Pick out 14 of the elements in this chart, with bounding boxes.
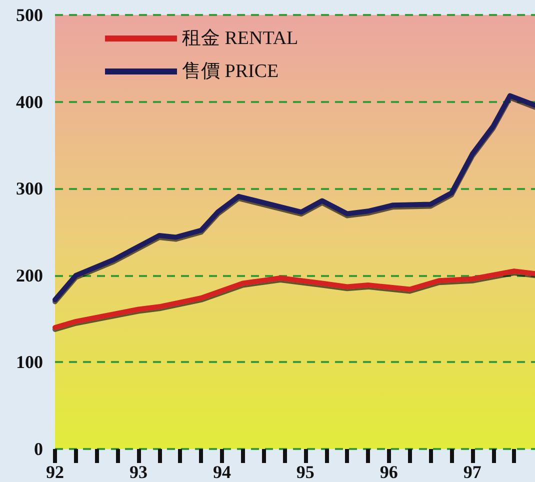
y-tick-label: 100 [16, 352, 43, 372]
x-tick-label: 92 [46, 462, 64, 482]
y-tick-label: 300 [16, 178, 43, 199]
legend-label: 售價 PRICE [182, 61, 279, 82]
x-tick-label: 94 [212, 462, 231, 482]
x-tick-label: 96 [380, 462, 398, 482]
y-tick-label: 0 [34, 439, 43, 459]
legend-label: 租金 RENTAL [182, 28, 298, 49]
y-tick-label: 200 [16, 265, 43, 286]
x-tick-label: 97 [463, 462, 482, 482]
y-tick-label: 500 [16, 5, 43, 25]
x-tick-label: 95 [296, 462, 314, 482]
y-tick-label: 400 [16, 92, 43, 112]
x-tick-label: 93 [129, 462, 148, 482]
